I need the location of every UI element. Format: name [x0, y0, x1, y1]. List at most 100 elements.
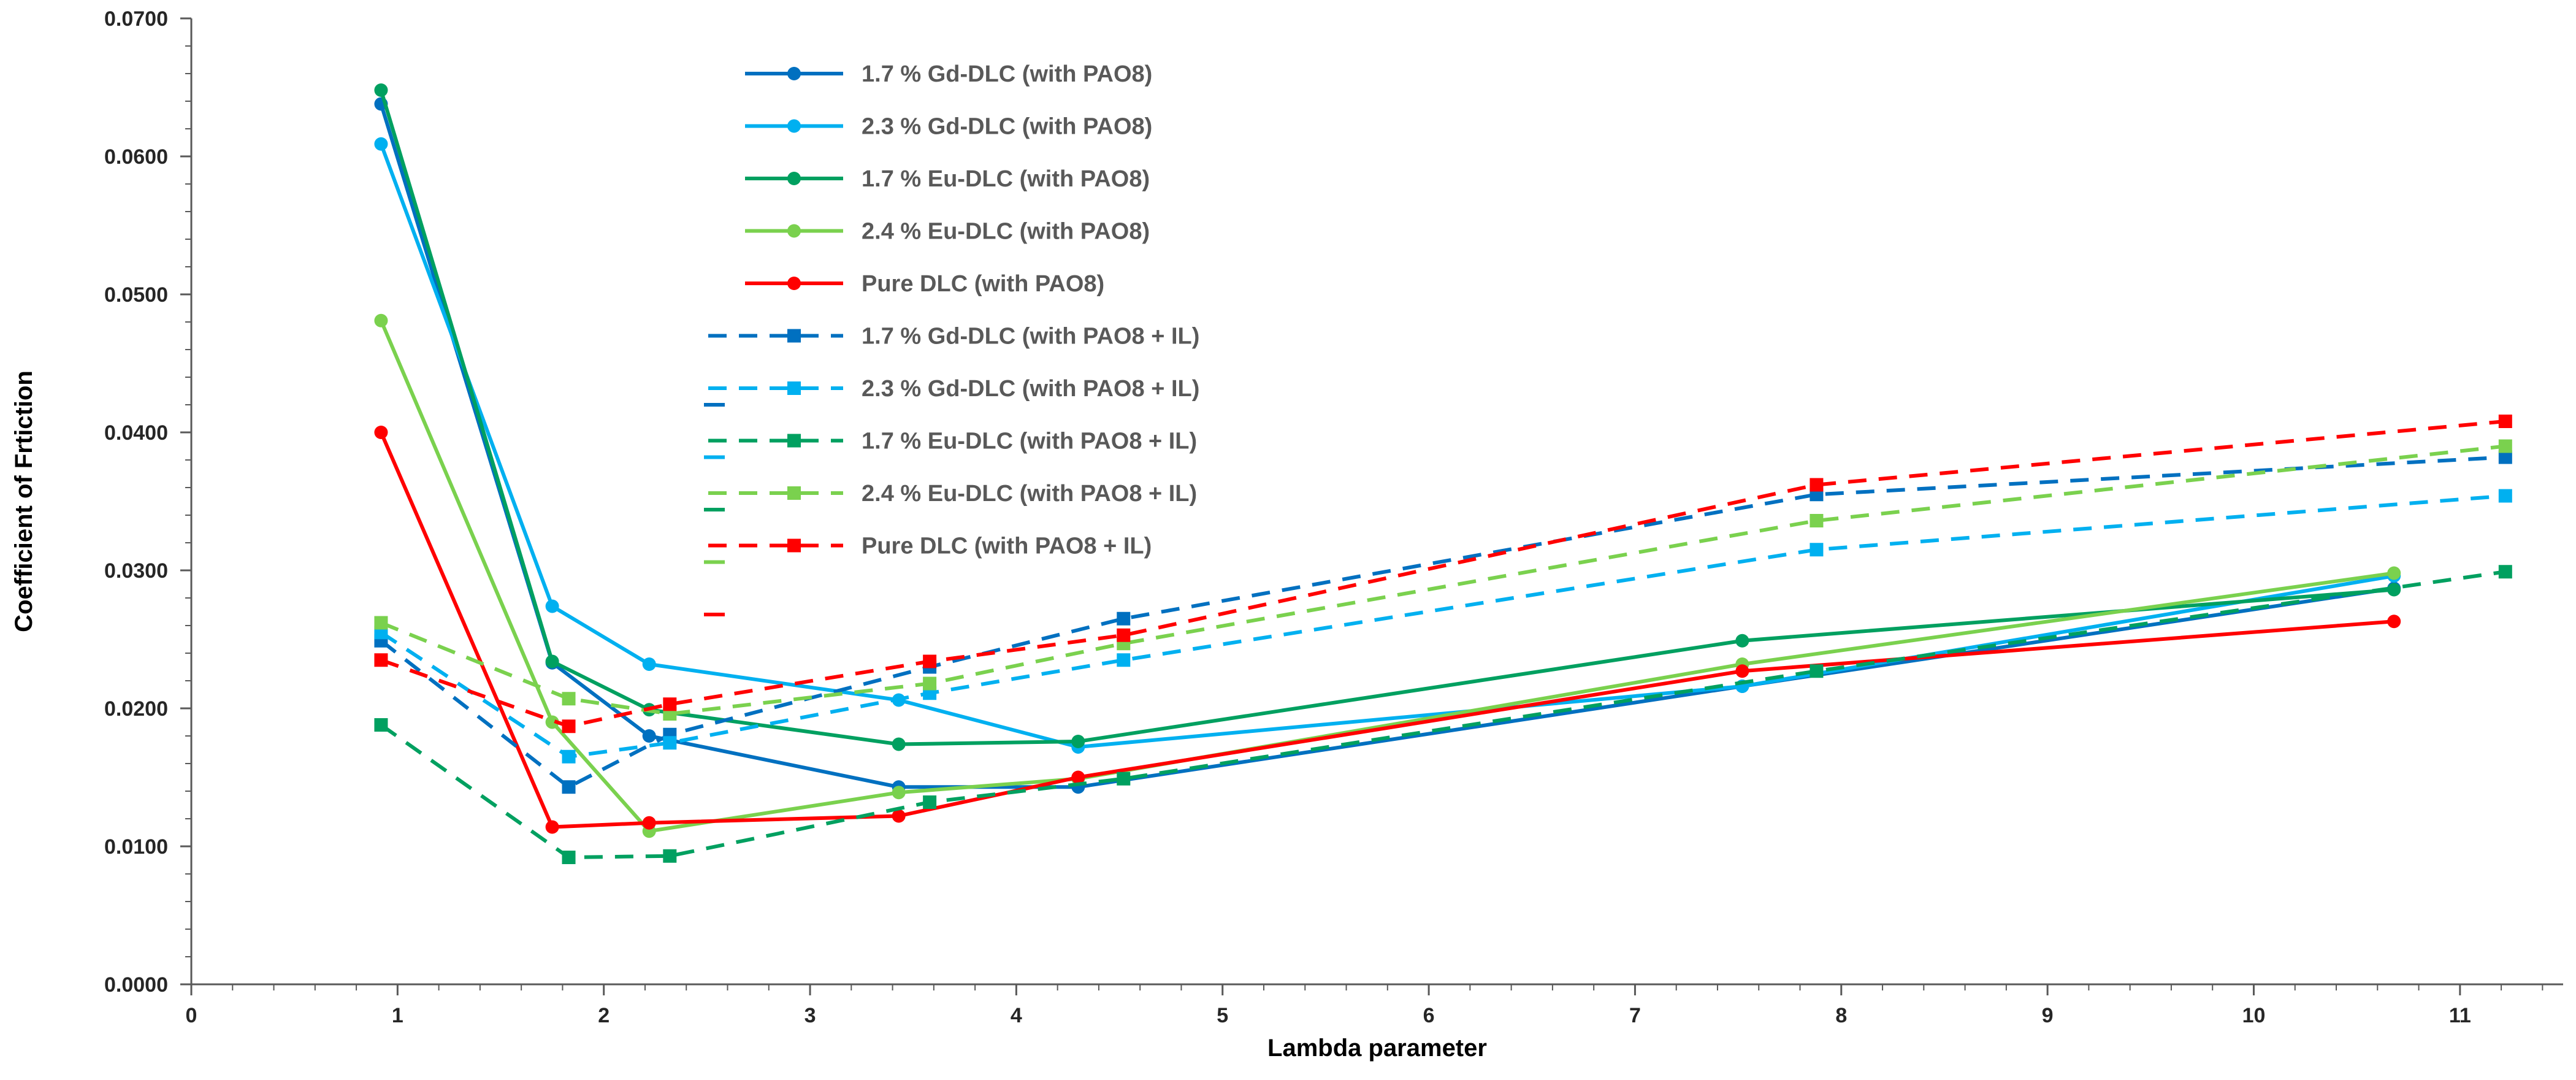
y-tick-label: 0.0500: [104, 283, 168, 307]
legend-label: 2.4 % Eu-DLC (with PAO8 + IL): [862, 481, 1197, 507]
data-point: [374, 653, 388, 667]
data-point: [2498, 439, 2512, 453]
legend-label: 1.7 % Eu-DLC (with PAO8): [862, 166, 1150, 192]
data-point: [1117, 628, 1131, 642]
data-point: [642, 657, 656, 671]
legend: 1.7 % Gd-DLC (with PAO8) 2.3 % Gd-DLC (wi…: [708, 61, 1199, 559]
data-point: [2387, 566, 2401, 580]
data-point: [642, 729, 656, 743]
data-point: [2498, 450, 2512, 464]
series-line: [380, 455, 2505, 789]
series-line: [380, 419, 2506, 729]
legend-key-marker: [787, 381, 801, 395]
series-4: [374, 313, 2401, 838]
x-tick-label: 7: [1629, 1004, 1641, 1027]
data-point: [923, 795, 937, 809]
series-8: [374, 565, 2512, 864]
data-point: [1735, 634, 1749, 648]
data-point: [2498, 489, 2512, 503]
series-line: [380, 444, 2506, 716]
series-group: [374, 83, 2512, 864]
data-point: [1810, 543, 1824, 557]
data-point: [663, 736, 677, 750]
legend-label: 2.4 % Eu-DLC (with PAO8): [862, 219, 1150, 245]
legend-key-marker: [787, 486, 801, 500]
data-point: [2387, 615, 2401, 629]
legend-stray-keys: [704, 403, 725, 616]
data-point: [374, 718, 388, 732]
data-point: [374, 616, 388, 630]
x-tick-label: 8: [1835, 1004, 1847, 1027]
legend-label: Pure DLC (with PAO8 + IL): [862, 534, 1152, 559]
legend-key-marker: [787, 329, 801, 343]
data-point: [892, 786, 906, 800]
data-point: [923, 654, 937, 668]
x-tick-label: 4: [1011, 1004, 1022, 1027]
legend-label: 1.7 % Eu-DLC (with PAO8 + IL): [862, 429, 1197, 454]
data-point: [1810, 478, 1824, 492]
data-point: [2498, 415, 2512, 428]
legend-label: 1.7 % Gd-DLC (with PAO8): [862, 61, 1152, 87]
data-point: [1071, 735, 1085, 748]
legend-key-marker: [787, 434, 801, 448]
data-point: [642, 816, 656, 830]
legend-key-marker: [787, 538, 801, 553]
series-2: [374, 137, 2401, 754]
data-point: [545, 654, 559, 668]
x-tick-label: 0: [186, 1004, 197, 1027]
data-point: [545, 715, 559, 729]
data-point: [374, 313, 388, 327]
data-point: [923, 676, 937, 691]
data-point: [562, 692, 576, 706]
series-7: [374, 489, 2512, 764]
y-tick-label: 0.0000: [104, 973, 168, 997]
legend-key-marker: [787, 119, 801, 133]
data-point: [663, 697, 677, 711]
x-tick-label: 2: [598, 1004, 610, 1027]
legend-key-marker: [787, 67, 801, 80]
data-point: [2387, 583, 2401, 597]
y-tick-label: 0.0600: [104, 145, 168, 169]
data-point: [892, 737, 906, 751]
legend-key-marker: [787, 277, 801, 290]
data-point: [545, 820, 559, 834]
series-line: [379, 103, 2394, 789]
data-point: [374, 83, 388, 97]
data-point: [545, 599, 559, 613]
data-point: [374, 426, 388, 439]
data-point: [892, 809, 906, 823]
axes: 0.0000 0.0100 0.0200 0.0300 0.0400 0.0500 0.06…: [104, 7, 2563, 1027]
x-tick-label: 1: [392, 1004, 403, 1027]
data-point: [1117, 772, 1131, 786]
y-axis-title: Coefficient of Frtiction: [10, 370, 37, 632]
data-point: [1117, 653, 1131, 667]
data-point: [562, 851, 576, 864]
y-tick-label: 0.0300: [104, 559, 168, 583]
x-tick-label: 10: [2242, 1004, 2266, 1027]
data-point: [374, 137, 388, 151]
y-tick-label: 0.0100: [104, 835, 168, 859]
series-line: [379, 320, 2394, 833]
legend-key-marker: [787, 224, 801, 238]
series-3: [374, 83, 2401, 751]
legend-label: 2.3 % Gd-DLC (with PAO8): [862, 114, 1152, 140]
legend-label: 2.3 % Gd-DLC (with PAO8 + IL): [862, 376, 1199, 402]
y-tick-label: 0.0400: [104, 421, 168, 445]
data-point: [2498, 565, 2512, 579]
data-point: [562, 749, 576, 764]
data-point: [1810, 664, 1824, 678]
series-6: [374, 450, 2512, 794]
series-9: [374, 439, 2512, 721]
series-5: [374, 426, 2401, 834]
legend-label: 1.7 % Gd-DLC (with PAO8 + IL): [862, 324, 1199, 350]
data-point: [663, 849, 677, 863]
series-line: [379, 143, 2394, 749]
data-point: [562, 719, 576, 733]
x-tick-label: 6: [1423, 1004, 1435, 1027]
x-tick-label: 5: [1217, 1004, 1228, 1027]
x-axis-title: Lambda parameter: [1267, 1035, 1487, 1062]
data-point: [1735, 664, 1749, 678]
data-point: [562, 780, 576, 794]
data-point: [1810, 514, 1824, 527]
y-tick-label: 0.0700: [104, 7, 168, 31]
